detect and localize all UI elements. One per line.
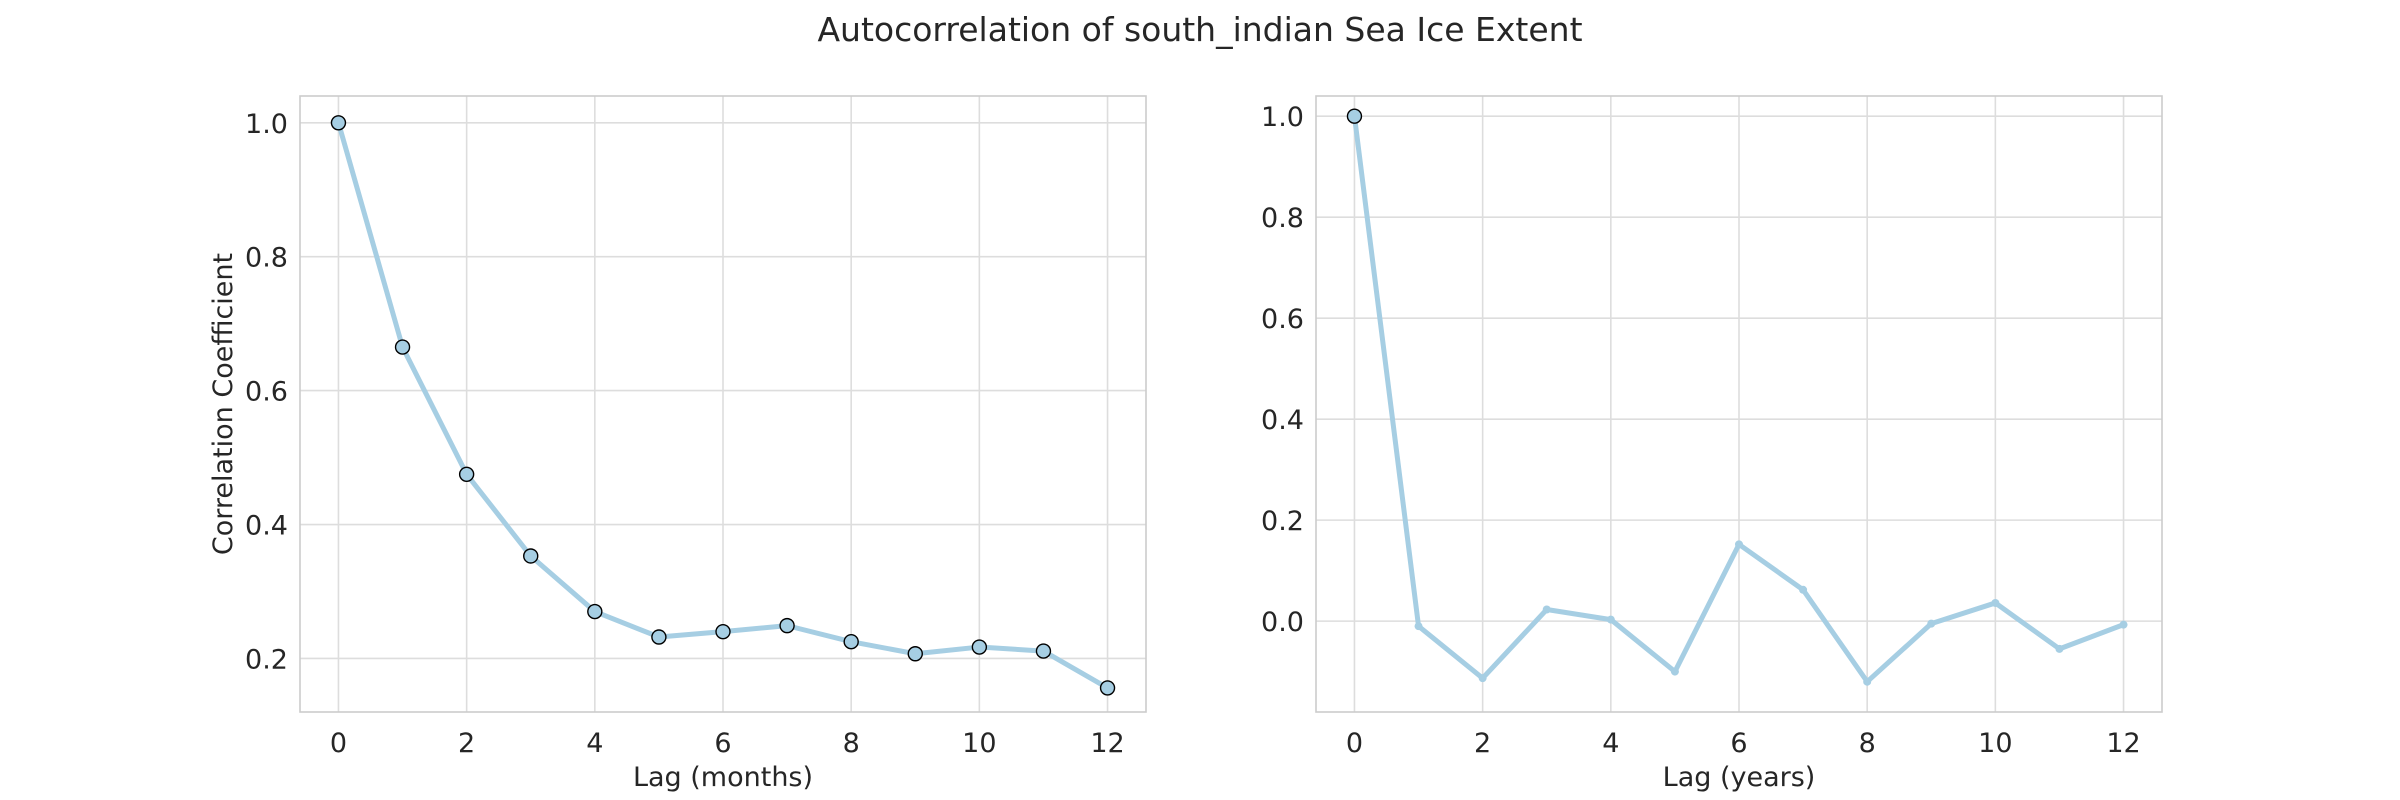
plot-frame (1315, 95, 2163, 713)
y-tick-label: 0.8 (1261, 203, 1304, 234)
x-tick-label: 2 (458, 728, 475, 759)
y-tick-label: 0.6 (245, 377, 288, 408)
x-axis-label: Lag (years) (1663, 762, 1816, 793)
y-tick-label: 0.8 (245, 243, 288, 274)
y-tick-label: 1.0 (1261, 102, 1304, 133)
y-axis-label: Correlation Coefficient (208, 253, 239, 555)
data-point (1799, 585, 1808, 594)
x-tick-label: 8 (843, 728, 860, 759)
data-point (2119, 620, 2128, 629)
data-point (1735, 540, 1743, 549)
data-point (1670, 667, 1679, 676)
y-tick-label: 0.6 (1261, 304, 1304, 335)
plot-frame (299, 95, 1147, 713)
data-point (1414, 622, 1423, 631)
data-point (843, 633, 859, 650)
x-axis-label: Lag (months) (633, 762, 813, 793)
figure-title: Autocorrelation of south_indian Sea Ice … (817, 10, 1583, 49)
data-point (330, 115, 347, 131)
x-tick-label: 4 (1602, 728, 1619, 759)
data-point (1099, 680, 1116, 696)
data-point (1478, 674, 1487, 683)
x-tick-label: 0 (1346, 728, 1363, 759)
data-point (971, 639, 988, 655)
y-tick-label: 0.0 (1261, 607, 1304, 638)
x-tick-label: 10 (962, 728, 996, 759)
data-point (779, 617, 795, 634)
data-point (651, 629, 667, 645)
data-point (458, 466, 475, 483)
y-tick-label: 0.2 (245, 644, 288, 675)
data-point (1927, 619, 1936, 628)
data-point (907, 646, 923, 662)
x-tick-label: 2 (1474, 728, 1491, 759)
x-tick-label: 4 (586, 728, 603, 759)
data-point (1606, 615, 1615, 624)
x-tick-label: 6 (1730, 728, 1747, 759)
x-tick-label: 6 (714, 728, 731, 759)
data-point (1863, 677, 1872, 686)
data-point (1035, 643, 1052, 659)
data-point (1991, 598, 2000, 607)
data-point (523, 548, 539, 564)
y-tick-label: 0.4 (245, 511, 288, 542)
data-point (1542, 605, 1551, 614)
x-tick-label: 8 (1859, 728, 1876, 759)
data-point (715, 623, 731, 640)
x-tick-label: 0 (330, 728, 347, 759)
x-tick-label: 12 (1090, 728, 1124, 759)
panel-monthly-lag: 0 2 4 6 8 10 12 0.2 0.4 0.6 0.8 1.0 Lag (months) Corr… (208, 95, 1147, 793)
data-point (1346, 108, 1363, 124)
y-tick-label: 0.4 (1261, 405, 1304, 436)
x-tick-label: 10 (1978, 728, 2012, 759)
y-tick-label: 1.0 (245, 109, 288, 140)
data-point (2055, 644, 2064, 653)
y-tick-label: 0.2 (1261, 506, 1304, 537)
data-point (587, 603, 603, 620)
x-tick-label: 12 (2106, 728, 2140, 759)
data-point (394, 339, 411, 355)
panel-yearly-lag: 0 2 4 6 8 10 12 0.0 0.2 0.4 0.6 0.8 1.0 Lag (years) (1261, 95, 2163, 793)
